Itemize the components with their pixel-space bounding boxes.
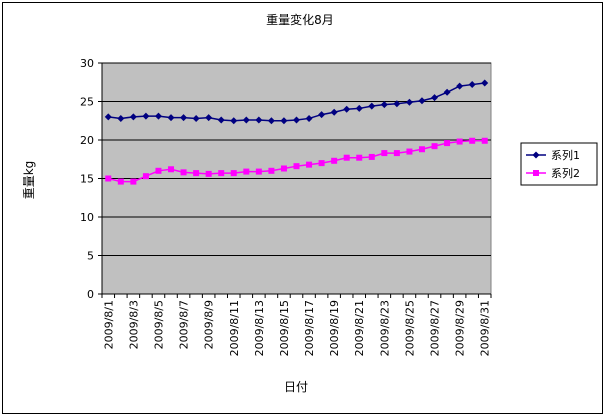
data-point-series-1: [380, 101, 388, 109]
data-point-series-2: [368, 153, 375, 160]
data-point-series-1: [167, 114, 175, 122]
data-point-series-2: [306, 161, 313, 168]
data-point-series-2: [381, 150, 388, 157]
data-point-series-2: [481, 137, 488, 144]
y-tick-label: 0: [87, 288, 94, 301]
data-point-series-2: [243, 168, 250, 175]
x-tick-label: 2009/8/11: [228, 300, 241, 356]
data-point-series-1: [355, 104, 363, 112]
data-point-series-2: [218, 170, 225, 177]
data-point-series-1: [217, 116, 225, 124]
data-point-series-1: [418, 97, 426, 105]
x-tick-label: 2009/8/9: [203, 300, 216, 349]
data-point-series-2: [343, 154, 350, 161]
data-point-series-2: [130, 178, 137, 185]
data-point-series-1: [343, 105, 351, 113]
x-tick-label: 2009/8/21: [353, 300, 366, 356]
data-point-series-1: [242, 116, 250, 124]
x-tick-label: 2009/8/29: [454, 300, 467, 356]
legend-label-series-1: 系列1: [551, 148, 580, 162]
data-point-series-2: [331, 157, 338, 164]
data-point-series-2: [406, 148, 413, 155]
data-point-series-1: [280, 117, 288, 125]
data-point-series-2: [205, 170, 212, 177]
data-point-series-1: [293, 116, 300, 124]
data-point-series-2: [193, 170, 200, 177]
data-point-series-2: [105, 175, 112, 182]
data-point-series-1: [318, 111, 326, 119]
data-point-series-1: [117, 114, 125, 122]
legend-label-series-2: 系列2: [551, 166, 580, 180]
data-point-series-1: [456, 82, 464, 90]
x-tick-label: 2009/8/19: [328, 300, 341, 356]
data-point-series-2: [356, 154, 363, 161]
data-point-series-1: [205, 114, 213, 122]
x-tick-label: 2009/8/25: [403, 300, 416, 356]
y-tick-label: 5: [87, 250, 94, 263]
data-point-series-1: [330, 108, 338, 116]
data-point-series-1: [443, 88, 451, 96]
data-point-series-1: [468, 81, 476, 89]
data-point-series-1: [305, 114, 313, 122]
y-tick-label: 15: [80, 173, 94, 186]
x-tick-label: 2009/8/1: [102, 300, 115, 349]
data-point-series-2: [444, 140, 451, 147]
data-point-series-1: [142, 112, 150, 120]
data-point-series-2: [117, 178, 124, 185]
data-point-series-1: [368, 102, 376, 110]
data-point-series-2: [431, 143, 438, 150]
data-point-series-2: [280, 165, 287, 172]
x-tick-label: 2009/8/23: [378, 300, 391, 356]
data-point-series-2: [318, 160, 325, 167]
y-tick-label: 25: [80, 96, 94, 109]
legend-box: [520, 142, 598, 186]
data-point-series-2: [469, 137, 476, 144]
legend-marker-series-1: [532, 151, 540, 159]
x-tick-label: 2009/8/5: [152, 300, 165, 349]
y-tick-label: 30: [80, 57, 94, 70]
data-point-series-2: [393, 150, 400, 157]
x-tick-label: 2009/8/17: [303, 300, 316, 356]
data-point-series-2: [268, 167, 275, 174]
data-point-series-2: [418, 146, 425, 153]
data-point-series-1: [481, 79, 489, 87]
x-tick-label: 2009/8/15: [278, 300, 291, 356]
data-point-series-2: [293, 163, 300, 170]
data-point-series-1: [431, 94, 439, 102]
data-point-series-1: [405, 98, 413, 106]
data-point-series-2: [230, 170, 237, 177]
data-point-series-1: [255, 116, 263, 124]
data-point-series-1: [192, 114, 200, 122]
data-point-series-1: [129, 113, 137, 121]
y-axis-title: 重量kg: [22, 161, 36, 200]
x-tick-label: 2009/8/3: [127, 300, 140, 349]
data-point-series-1: [393, 100, 401, 108]
data-point-series-2: [155, 167, 162, 174]
x-tick-label: 2009/8/31: [479, 300, 492, 356]
data-point-series-2: [255, 168, 262, 175]
x-tick-label: 2009/8/7: [178, 300, 191, 349]
data-point-series-2: [456, 138, 463, 145]
x-axis-title: 日付: [284, 380, 308, 394]
data-point-series-2: [180, 169, 187, 176]
data-point-series-1: [230, 117, 238, 125]
chart-title: 重量変化8月: [266, 12, 334, 27]
y-tick-label: 10: [80, 211, 94, 224]
data-point-series-1: [154, 112, 162, 120]
y-tick-label: 20: [80, 134, 94, 147]
data-point-series-1: [180, 114, 188, 122]
data-point-series-1: [267, 117, 275, 125]
x-tick-label: 2009/8/13: [253, 300, 266, 356]
x-tick-label: 2009/8/27: [429, 300, 442, 356]
legend-marker-series-2: [533, 170, 539, 176]
data-point-series-2: [142, 173, 149, 180]
data-point-series-2: [168, 166, 175, 173]
data-point-series-1: [104, 113, 112, 121]
